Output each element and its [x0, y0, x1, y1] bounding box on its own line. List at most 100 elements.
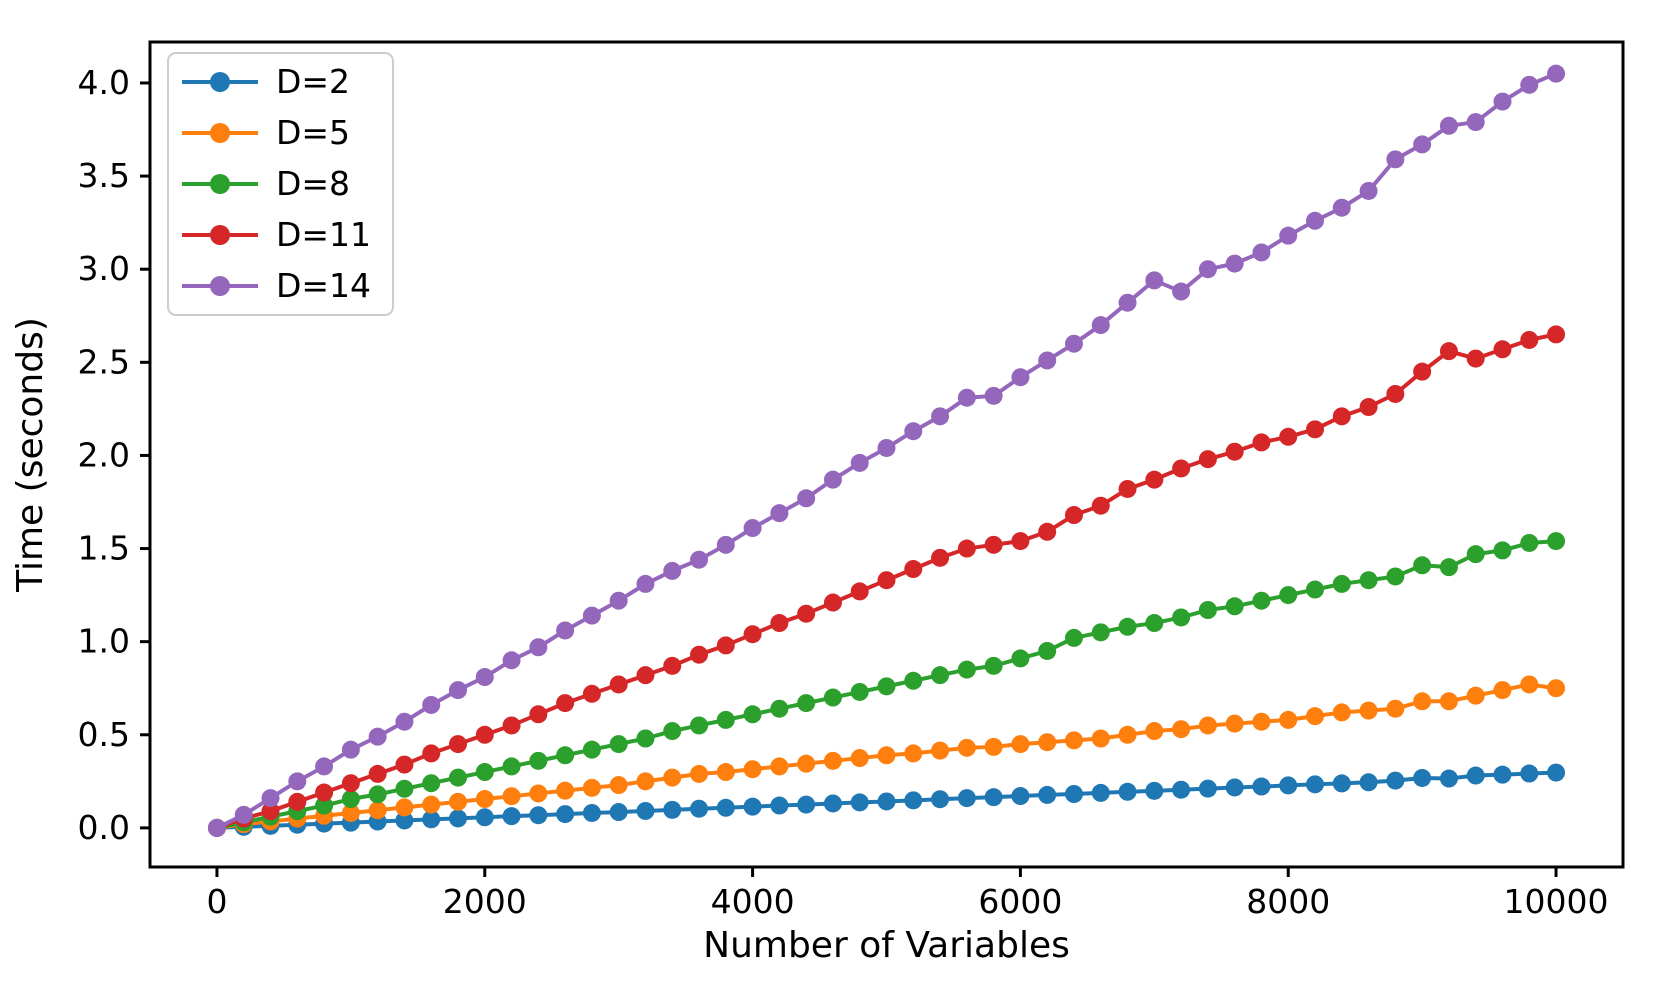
data-point-marker: [1279, 776, 1298, 795]
data-point-marker: [850, 793, 869, 812]
data-point-marker: [556, 746, 575, 765]
data-point-marker: [502, 651, 521, 670]
data-point-marker: [877, 792, 896, 811]
data-point-marker: [1359, 701, 1378, 720]
data-point-marker: [1439, 342, 1458, 361]
data-point-marker: [716, 763, 735, 782]
data-point-marker: [1547, 64, 1566, 83]
data-point-marker: [1198, 779, 1217, 798]
data-point-marker: [341, 803, 360, 822]
data-point-marker: [422, 695, 441, 714]
data-point-marker: [957, 738, 976, 757]
data-point-marker: [1011, 735, 1030, 754]
data-point-marker: [582, 803, 601, 822]
data-point-marker: [582, 778, 601, 797]
data-point-marker: [1172, 459, 1191, 478]
data-point-marker: [1493, 681, 1512, 700]
data-point-marker: [823, 688, 842, 707]
data-point-marker: [1064, 628, 1083, 647]
data-point-marker: [984, 656, 1003, 675]
legend-marker: [210, 276, 230, 296]
data-point-marker: [663, 768, 682, 787]
data-point-marker: [904, 560, 923, 579]
data-point-marker: [1118, 782, 1137, 801]
data-point-marker: [368, 764, 387, 783]
legend: D=2 D=5 D=8 D=11 D=14: [167, 52, 394, 316]
data-point-marker: [368, 801, 387, 820]
x-tick-label: 4000: [711, 882, 795, 921]
data-point-marker: [502, 716, 521, 735]
data-point-marker: [315, 796, 334, 815]
data-point-marker: [797, 694, 816, 713]
data-point-marker: [395, 811, 414, 830]
data-point-marker: [1011, 649, 1030, 668]
data-point-marker: [529, 751, 548, 770]
data-point-marker: [636, 666, 655, 685]
x-axis-label: Number of Variables: [703, 925, 1070, 966]
data-point-marker: [1493, 541, 1512, 560]
legend-label: D=2: [276, 62, 350, 101]
data-point-marker: [1118, 617, 1137, 636]
data-point-marker: [823, 593, 842, 612]
data-point-marker: [957, 539, 976, 558]
data-point-marker: [690, 799, 709, 818]
data-point-marker: [1091, 783, 1110, 802]
legend-marker: [210, 174, 230, 194]
data-point-marker: [690, 764, 709, 783]
data-point-marker: [556, 781, 575, 800]
data-point-marker: [663, 656, 682, 675]
data-point-marker: [1386, 567, 1405, 586]
y-tick-label: 0.5: [78, 715, 130, 754]
data-point-marker: [582, 740, 601, 759]
data-point-marker: [395, 712, 414, 731]
data-point-marker: [1332, 774, 1351, 793]
data-point-marker: [1466, 545, 1485, 564]
legend-label: D=8: [276, 164, 350, 203]
data-point-marker: [1064, 506, 1083, 525]
data-point-marker: [395, 798, 414, 817]
data-point-marker: [770, 699, 789, 718]
data-point-marker: [877, 571, 896, 590]
data-point-marker: [1172, 720, 1191, 739]
data-point-marker: [636, 729, 655, 748]
data-point-marker: [877, 746, 896, 765]
x-tick-label: 10000: [1504, 882, 1609, 921]
data-point-marker: [1279, 586, 1298, 605]
legend-marker: [210, 225, 230, 245]
x-tick-label: 8000: [1246, 882, 1330, 921]
data-point-marker: [716, 710, 735, 729]
data-point-marker: [1306, 775, 1325, 794]
data-point-marker: [1091, 496, 1110, 515]
data-point-marker: [716, 798, 735, 817]
data-point-marker: [904, 791, 923, 810]
y-tick-label: 4.0: [78, 63, 130, 102]
data-point-marker: [770, 757, 789, 776]
data-point-marker: [984, 535, 1003, 554]
y-tick-label: 3.5: [78, 156, 130, 195]
data-point-marker: [1091, 316, 1110, 335]
data-point-marker: [395, 779, 414, 798]
data-point-marker: [957, 388, 976, 407]
data-point-marker: [690, 716, 709, 735]
data-point-marker: [502, 757, 521, 776]
data-point-marker: [1306, 211, 1325, 230]
data-point-marker: [556, 694, 575, 713]
data-point-marker: [1252, 712, 1271, 731]
data-point-marker: [1413, 135, 1432, 154]
data-point-marker: [448, 768, 467, 787]
data-point-marker: [957, 789, 976, 808]
data-point-marker: [770, 796, 789, 815]
y-tick-label: 2.5: [78, 342, 130, 381]
data-point-marker: [395, 755, 414, 774]
data-point-marker: [288, 792, 307, 811]
data-point-marker: [877, 677, 896, 696]
data-point-marker: [1145, 614, 1164, 633]
data-point-marker: [984, 386, 1003, 405]
data-point-marker: [850, 453, 869, 472]
data-point-marker: [556, 621, 575, 640]
data-point-marker: [904, 744, 923, 763]
data-point-marker: [984, 737, 1003, 756]
x-tick-label: 2000: [443, 882, 527, 921]
data-point-marker: [850, 582, 869, 601]
data-point-marker: [1306, 707, 1325, 726]
